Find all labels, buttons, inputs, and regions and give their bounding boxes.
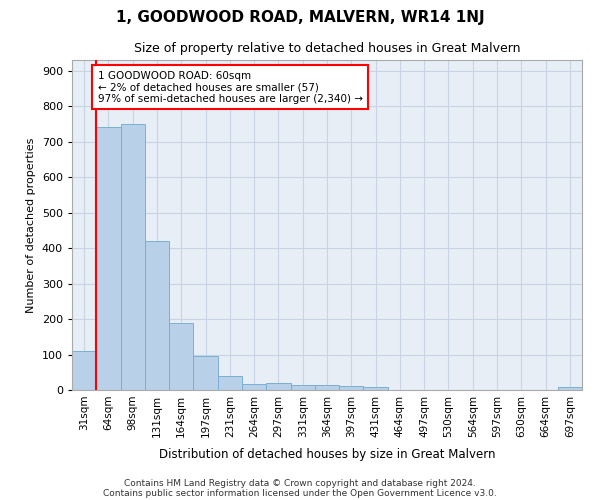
Bar — [72, 351, 96, 390]
Bar — [169, 322, 193, 390]
Bar — [315, 384, 339, 390]
Bar — [96, 128, 121, 390]
Title: Size of property relative to detached houses in Great Malvern: Size of property relative to detached ho… — [134, 42, 520, 54]
Bar — [242, 384, 266, 390]
Bar — [193, 356, 218, 390]
Text: 1 GOODWOOD ROAD: 60sqm
← 2% of detached houses are smaller (57)
97% of semi-deta: 1 GOODWOOD ROAD: 60sqm ← 2% of detached … — [97, 70, 362, 104]
Y-axis label: Number of detached properties: Number of detached properties — [26, 138, 36, 312]
Text: 1, GOODWOOD ROAD, MALVERN, WR14 1NJ: 1, GOODWOOD ROAD, MALVERN, WR14 1NJ — [116, 10, 484, 25]
Bar — [558, 387, 582, 390]
Bar — [121, 124, 145, 390]
Bar — [290, 384, 315, 390]
X-axis label: Distribution of detached houses by size in Great Malvern: Distribution of detached houses by size … — [159, 448, 495, 461]
Bar — [218, 376, 242, 390]
Bar — [339, 386, 364, 390]
Text: Contains public sector information licensed under the Open Government Licence v3: Contains public sector information licen… — [103, 488, 497, 498]
Bar — [364, 387, 388, 390]
Text: Contains HM Land Registry data © Crown copyright and database right 2024.: Contains HM Land Registry data © Crown c… — [124, 478, 476, 488]
Bar — [145, 241, 169, 390]
Bar — [266, 383, 290, 390]
